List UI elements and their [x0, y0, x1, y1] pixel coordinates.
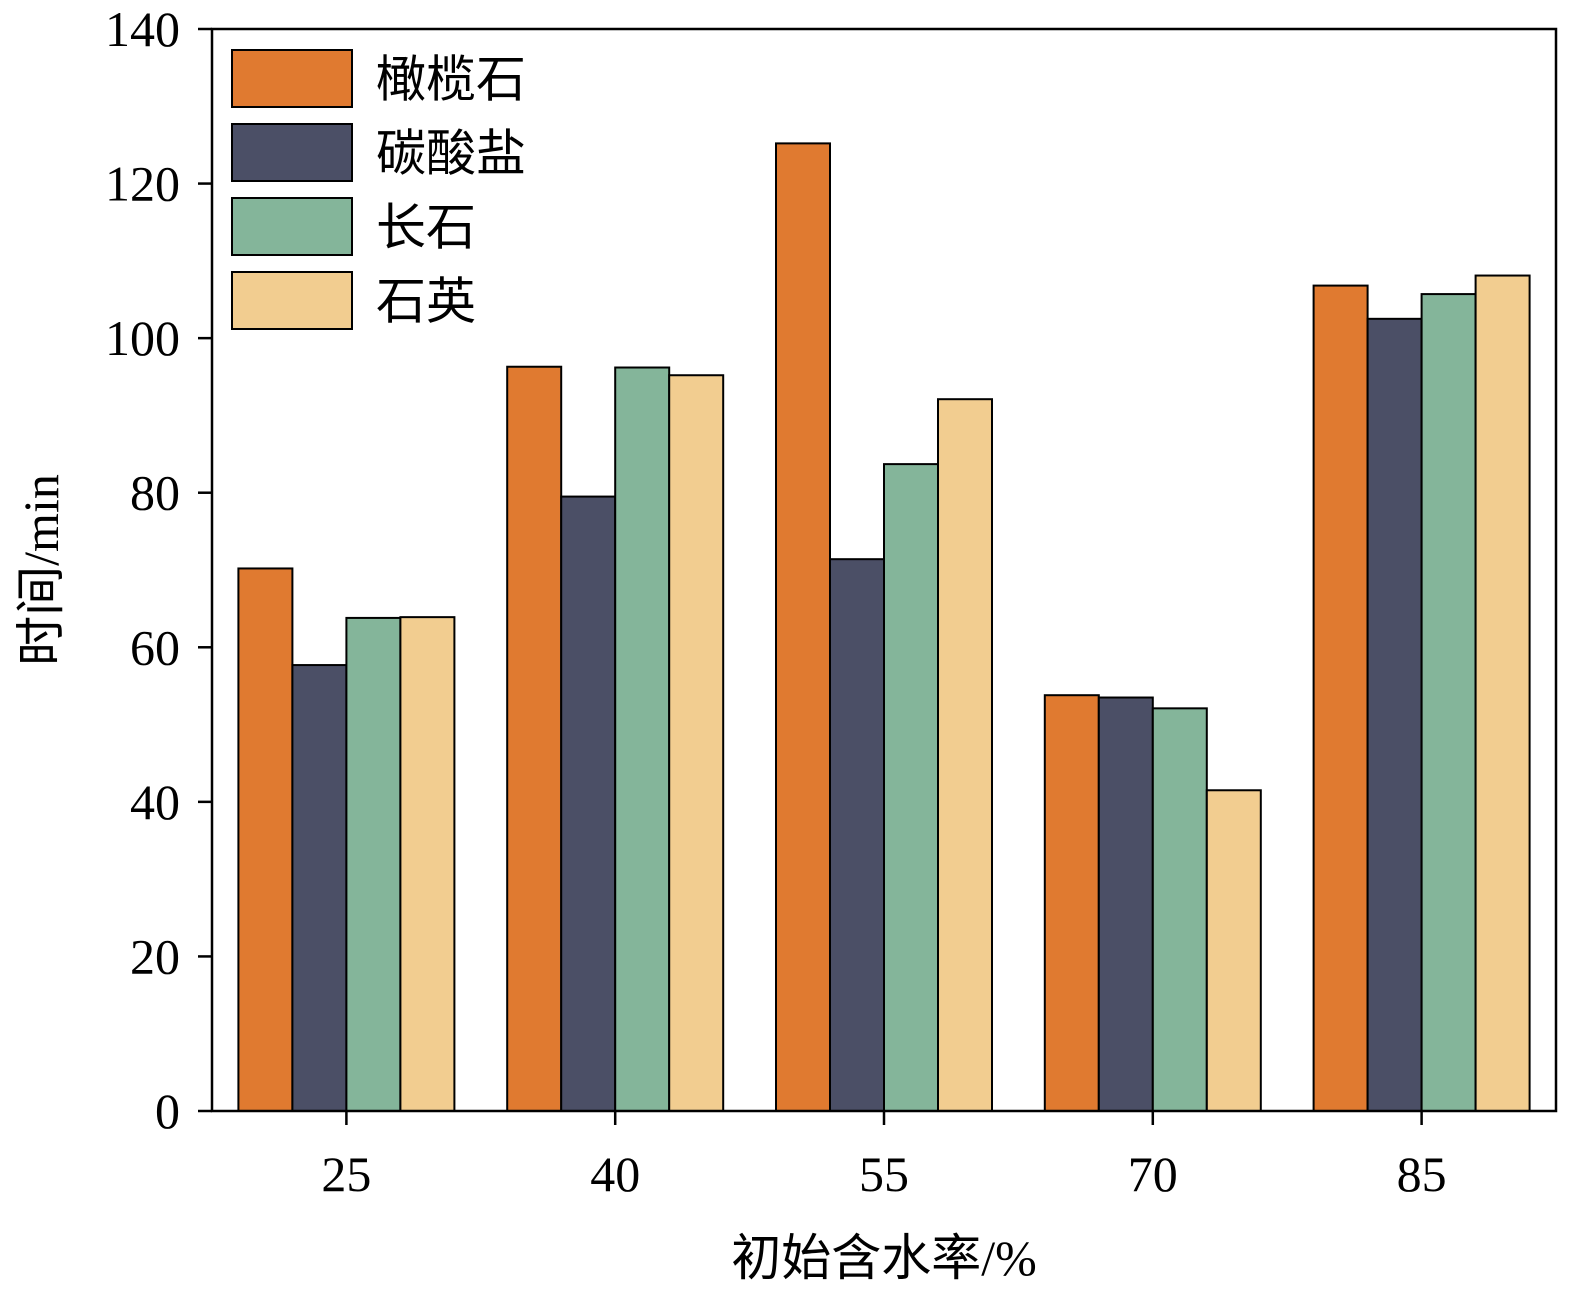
x-tick-label: 40 [590, 1146, 640, 1202]
x-axis-title: 初始含水率/% [731, 1230, 1037, 1286]
bar [668, 374, 725, 1112]
bar [506, 365, 563, 1112]
bar [829, 558, 885, 1112]
bar [345, 616, 402, 1112]
x-tick-label: 70 [1128, 1146, 1178, 1202]
legend-swatch [231, 271, 353, 330]
y-tick-label: 60 [130, 619, 180, 675]
legend-label: 碳酸盐 [376, 126, 526, 182]
y-tick-label: 140 [105, 1, 180, 57]
bar [1312, 284, 1369, 1112]
x-tick-label: 55 [859, 1146, 909, 1202]
y-tick-label: 0 [155, 1083, 180, 1139]
legend-label: 长石 [376, 200, 476, 256]
y-tick-label: 120 [105, 156, 180, 212]
x-axis: 25 40 55 70 85 [321, 1111, 1447, 1202]
y-tick-label: 100 [105, 310, 180, 366]
bars-layer [237, 142, 1531, 1113]
y-tick-label: 80 [130, 465, 180, 521]
legend-swatch [231, 49, 353, 108]
bar [1151, 707, 1208, 1112]
y-tick-label: 40 [130, 774, 180, 830]
y-axis: 0 20 40 60 80 100 120 140 [105, 1, 212, 1139]
bar [614, 366, 671, 1112]
bar [937, 398, 993, 1113]
y-axis-title: 时间/min [13, 474, 69, 666]
bar [1420, 293, 1477, 1112]
bar [883, 463, 939, 1112]
legend-label: 橄榄石 [376, 52, 526, 108]
legend-label: 石英 [376, 274, 476, 330]
bar [237, 567, 294, 1112]
legend-swatch [231, 197, 353, 256]
bar [1043, 694, 1100, 1113]
legend-swatch [231, 123, 353, 182]
bar [560, 495, 617, 1113]
bar [775, 142, 831, 1112]
bar [1097, 696, 1154, 1112]
bar [399, 616, 456, 1112]
bar [1474, 274, 1531, 1112]
bar [1366, 317, 1423, 1113]
x-tick-label: 85 [1397, 1146, 1447, 1202]
x-tick-label: 25 [321, 1146, 371, 1202]
bar [291, 664, 348, 1112]
y-tick-label: 20 [130, 928, 180, 984]
bar [1205, 789, 1262, 1112]
